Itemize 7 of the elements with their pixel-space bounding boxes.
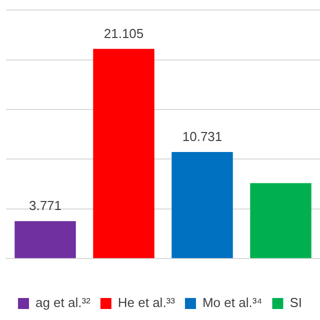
data-label: 21.105 [104,26,144,41]
data-label: 10.731 [182,129,222,144]
legend-label: SI [290,295,302,310]
legend-label: Mo et al.³⁴ [202,295,262,310]
legend-label: He et al.³³ [118,295,176,310]
data-label: 3.771 [28,198,62,214]
legend-label: ag et al.³² [35,295,92,310]
